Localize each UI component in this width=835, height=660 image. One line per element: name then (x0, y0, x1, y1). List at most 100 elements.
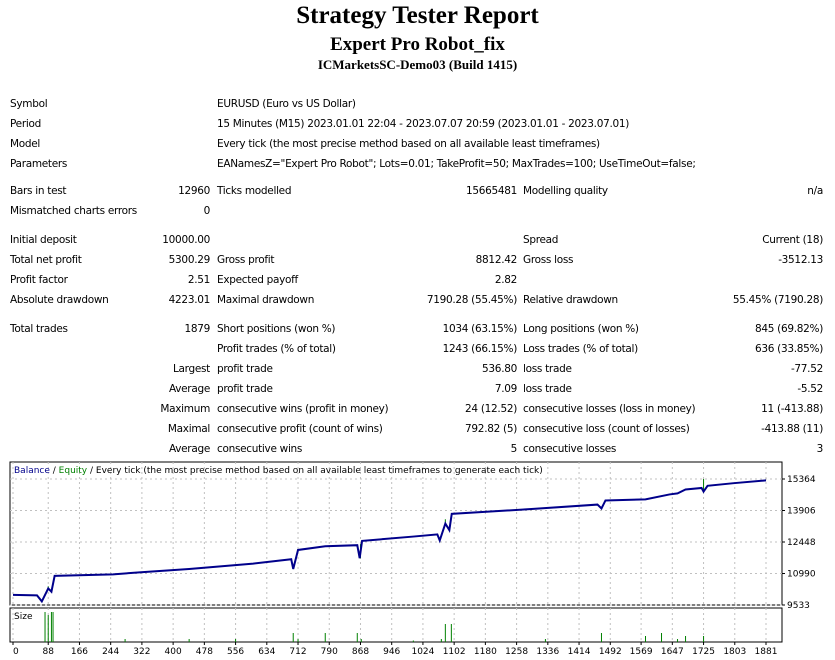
stat-label-3: Relative drawdown (523, 294, 618, 306)
stat-value: 1879 (184, 323, 210, 335)
stat-qualifier: Maximum (160, 403, 210, 415)
info-label: Parameters (10, 158, 68, 170)
stat-qualifier: Maximal (167, 423, 210, 435)
stat-value: 4223.01 (168, 294, 211, 306)
x-tick-label: 790 (321, 647, 338, 657)
x-tick-label: 0 (13, 647, 19, 657)
stat-label-2: Maximal drawdown (217, 294, 315, 306)
stat-value: 2.51 (187, 274, 210, 286)
y-tick-label: 10990 (787, 570, 816, 580)
x-tick-label: 868 (352, 647, 369, 657)
y-tick-label: 13906 (787, 507, 816, 517)
stat-value-3: -5.52 (797, 383, 823, 395)
stat-label-3: consecutive losses (loss in money) (523, 403, 696, 415)
info-value: EANamesZ="Expert Pro Robot"; Lots=0.01; … (217, 158, 696, 170)
stat-qualifier: Average (168, 383, 210, 395)
stat-value-2: 7190.28 (55.45%) (426, 294, 517, 306)
stat-label-2: Short positions (won %) (217, 323, 336, 335)
info-value: 15 Minutes (M15) 2023.01.01 22:04 - 2023… (217, 118, 630, 130)
info-value: Every tick (the most precise method base… (217, 138, 600, 150)
stat-label-2: Ticks modelled (217, 185, 292, 197)
legend-equity: Equity (59, 466, 88, 476)
x-tick-label: 556 (227, 647, 244, 657)
x-tick-label: 322 (133, 647, 150, 657)
stat-value-2: 536.80 (482, 363, 517, 375)
stat-value-2: 5 (510, 443, 518, 455)
x-tick-label: 1102 (443, 647, 466, 657)
stat-label-2: consecutive wins (profit in money) (217, 403, 389, 415)
stat-label-2: consecutive profit (count of wins) (217, 423, 383, 435)
x-tick-label: 478 (196, 647, 213, 657)
stat-label-3: loss trade (523, 383, 572, 395)
stat-value-2: 792.82 (5) (465, 423, 517, 435)
stat-value-3: 636 (33.85%) (754, 343, 823, 355)
stat-label: Initial deposit (10, 234, 77, 246)
stat-value-2: 7.09 (494, 383, 517, 395)
stat-label: Total net profit (10, 254, 82, 266)
x-tick-label: 1881 (755, 647, 778, 657)
x-tick-label: 1803 (723, 647, 746, 657)
stat-value-3: Current (18) (762, 234, 823, 246)
stat-label-2: Expected payoff (217, 274, 298, 286)
balance-line (12, 479, 767, 604)
stat-value: 5300.29 (168, 254, 211, 266)
info-label: Model (10, 138, 41, 150)
stat-value-3: 3 (816, 443, 824, 455)
stat-value: 0 (203, 205, 211, 217)
main-pane (9, 461, 783, 606)
stat-label-3: Loss trades (% of total) (523, 343, 638, 355)
stat-label-3: consecutive losses (523, 443, 617, 455)
expert-name: Expert Pro Robot_fix (330, 34, 505, 55)
x-tick-label: 1647 (661, 647, 684, 657)
x-tick-label: 946 (383, 647, 400, 657)
x-tick-label: 88 (43, 647, 55, 657)
legend-balance: Balance (14, 466, 50, 476)
stat-value-2: 8812.42 (475, 254, 518, 266)
info-label: Period (10, 118, 41, 130)
stat-value-3: -77.52 (790, 363, 823, 375)
legend-sep: / (50, 466, 59, 476)
stat-label-3: Long positions (won %) (523, 323, 639, 335)
stat-label-3: Modelling quality (523, 185, 608, 197)
stat-value: 12960 (178, 185, 210, 197)
x-tick-label: 1492 (599, 647, 622, 657)
stat-qualifier: Largest (172, 363, 210, 375)
stat-label-2: Profit trades (% of total) (217, 343, 336, 355)
report-title: Strategy Tester Report (296, 2, 539, 29)
stat-value-2: 1034 (63.15%) (442, 323, 518, 335)
x-tick-label: 400 (165, 647, 182, 657)
x-tick-label: 1336 (536, 647, 559, 657)
y-tick-label: 12448 (787, 538, 816, 548)
x-tick-label: 1725 (692, 647, 715, 657)
stat-label-3: Gross loss (523, 254, 574, 266)
x-tick-label: 634 (258, 647, 275, 657)
stat-label: Absolute drawdown (10, 294, 109, 306)
stat-value-3: 845 (69.82%) (754, 323, 823, 335)
stat-value: 10000.00 (162, 234, 210, 246)
server-build: ICMarketsSC-Demo03 (Build 1415) (317, 57, 518, 72)
x-tick-label: 244 (102, 647, 119, 657)
stat-value-3: -3512.13 (778, 254, 823, 266)
stat-value-2: 1243 (66.15%) (442, 343, 518, 355)
stat-label-2: profit trade (217, 383, 273, 395)
y-tick-label: 9533 (787, 601, 810, 611)
stat-label-3: Spread (523, 234, 559, 246)
stat-label-2: profit trade (217, 363, 273, 375)
x-tick-label: 1180 (474, 647, 497, 657)
stat-value-2: 15665481 (465, 185, 517, 197)
x-tick-label: 712 (289, 647, 306, 657)
stat-value-3: 11 (-413.88) (761, 403, 823, 415)
size-label: Size (14, 612, 33, 622)
stat-value-3: 55.45% (7190.28) (732, 294, 823, 306)
stat-label-2: Gross profit (217, 254, 275, 266)
y-tick-label: 15364 (787, 475, 816, 485)
stat-label: Total trades (10, 323, 68, 335)
x-tick-label: 1258 (505, 647, 528, 657)
stat-label: Bars in test (10, 185, 67, 197)
size-pane (9, 607, 783, 643)
legend-model: / Every tick (the most precise method ba… (87, 466, 543, 476)
stat-value-3: n/a (807, 185, 823, 197)
stat-label-3: consecutive loss (count of losses) (523, 423, 690, 435)
stat-label: Profit factor (10, 274, 68, 286)
info-label: Symbol (10, 98, 48, 110)
